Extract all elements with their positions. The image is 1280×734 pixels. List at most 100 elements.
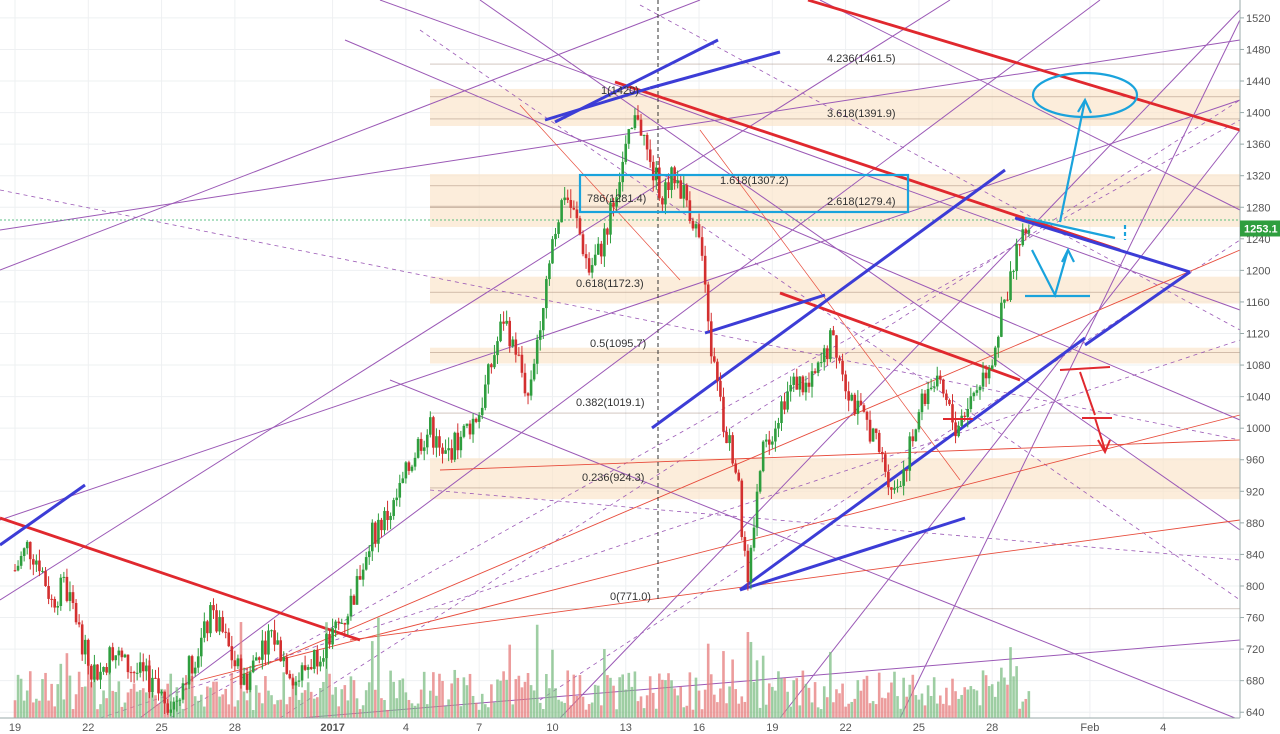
candle-body [242, 673, 246, 685]
volume-bar [914, 695, 918, 718]
volume-bar [496, 679, 499, 718]
candle-body [661, 198, 664, 205]
candle-body [612, 202, 615, 207]
candle-body [279, 640, 282, 662]
candle-body [722, 396, 725, 432]
target-arrow [1058, 99, 1087, 223]
annotations [578, 71, 1139, 455]
volume-bar [178, 699, 182, 718]
candle-body [725, 431, 728, 444]
candle-body [175, 700, 179, 702]
trendline [419, 29, 1241, 601]
candle-body [697, 224, 701, 238]
volume-bar [932, 677, 936, 718]
volume-bar [706, 643, 710, 718]
candle-body [1015, 244, 1018, 272]
volume-bar [636, 701, 640, 718]
candle-body [795, 376, 799, 390]
candle-body [871, 428, 875, 442]
volume-bar [938, 695, 942, 718]
candle-body [135, 672, 139, 674]
volume-bar [386, 709, 389, 718]
candle-body [254, 657, 258, 661]
candle-body [691, 220, 695, 229]
candle-body [700, 237, 704, 256]
candle-body [517, 354, 521, 356]
candle-body [948, 399, 951, 405]
candle-body [62, 576, 66, 578]
volume-bar [728, 686, 731, 718]
volume-bar [719, 688, 722, 718]
volume-bar [658, 673, 661, 718]
candle-body [270, 630, 273, 632]
trendline [0, 0, 701, 271]
volume-bar [603, 649, 606, 718]
y-tick-label: 680 [1246, 676, 1264, 688]
volume-bar [819, 709, 823, 718]
trendline [639, 4, 1241, 331]
y-tick-label: 1120 [1246, 328, 1270, 340]
volume-bar [713, 694, 716, 718]
volume-bar [948, 705, 951, 718]
candle-body [645, 134, 649, 150]
volume-bar [349, 676, 353, 718]
volume-bar [890, 682, 893, 718]
candle-body [682, 185, 686, 199]
volume-bar [32, 702, 35, 718]
y-tick-label: 760 [1246, 613, 1264, 625]
candle-body [966, 409, 970, 417]
volume-bar [517, 675, 521, 718]
candle-body [606, 228, 609, 235]
candle-body [636, 115, 640, 120]
candle-body [813, 371, 817, 373]
x-tick-label: 25 [155, 722, 167, 734]
candle-body [288, 673, 292, 679]
volume-bar [926, 685, 930, 718]
candle-body [743, 537, 747, 551]
candle-body [926, 389, 930, 404]
candle-body [862, 405, 866, 412]
candle-body [261, 640, 264, 660]
volume-bar [80, 686, 84, 718]
volume-bar [957, 698, 960, 718]
y-tick-label: 1320 [1246, 171, 1270, 183]
red-trendline [807, 0, 1241, 132]
candle-body [969, 396, 973, 410]
candle-body [199, 637, 203, 657]
volume-bar [1003, 677, 1006, 718]
candle-body [664, 182, 667, 205]
candle-body [835, 335, 838, 358]
candle-body [847, 391, 850, 401]
candle-body [68, 592, 72, 601]
volume-bar [1027, 691, 1031, 718]
volume-bar [816, 707, 820, 718]
volume-bar [190, 675, 194, 718]
volume-bar [16, 674, 20, 718]
blue-trendline [0, 483, 86, 547]
candle-body [16, 565, 20, 571]
candle-body [416, 438, 420, 458]
candle-body [917, 412, 921, 430]
volume-bar [572, 674, 576, 718]
trendline [439, 439, 1241, 471]
candle-body [435, 436, 438, 448]
volume-bar [676, 695, 679, 718]
volume-bar [566, 670, 570, 718]
y-tick-label: 920 [1246, 486, 1264, 498]
volume-bar [551, 649, 554, 718]
candle-body [621, 161, 624, 183]
volume-bar [920, 693, 924, 718]
volume-bar [297, 699, 301, 718]
candle-body [65, 576, 69, 601]
volume-bar [859, 690, 863, 718]
candle-body [303, 665, 307, 670]
candle-body [829, 330, 832, 360]
candle-body [557, 222, 560, 234]
volume-bar [187, 677, 191, 718]
candle-body [572, 207, 576, 210]
candle-body [746, 550, 750, 583]
volume-bar [792, 680, 796, 718]
volume-bar [807, 687, 811, 718]
candle-body [230, 646, 234, 661]
